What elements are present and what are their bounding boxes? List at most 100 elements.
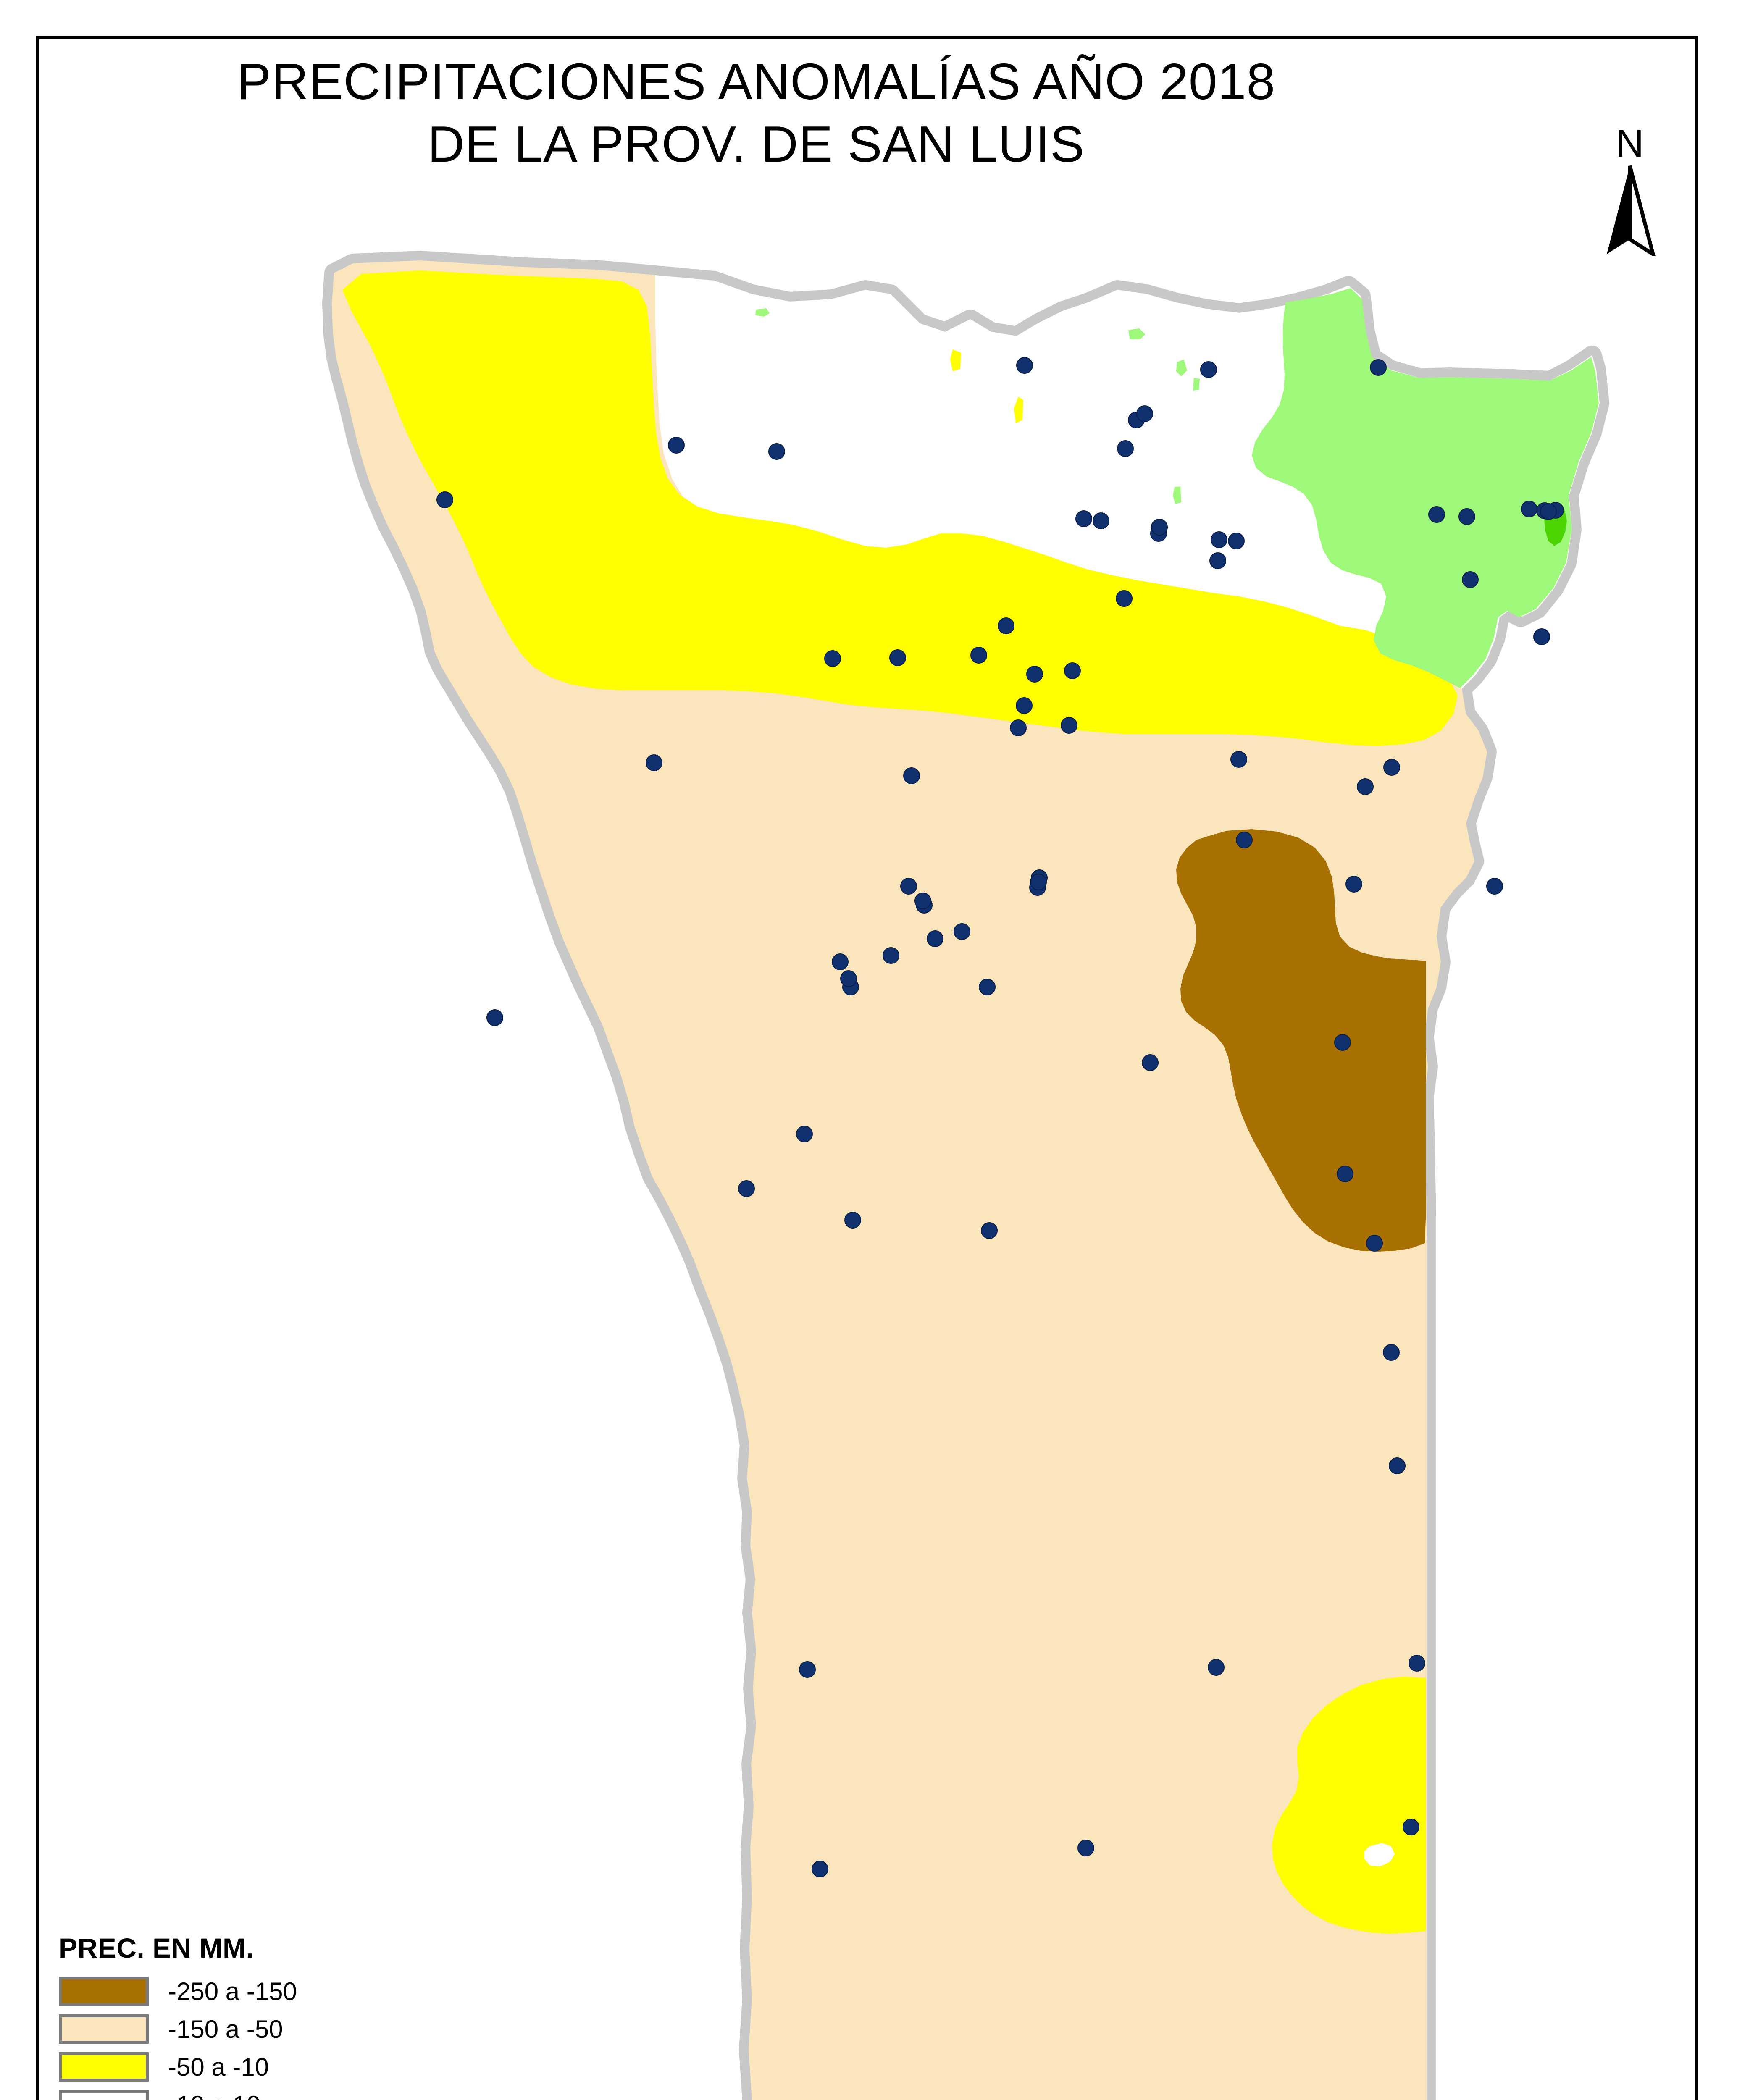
station-point xyxy=(1208,1659,1225,1676)
page-title: PRECIPITACIONES ANOMALÍAS AÑO 2018 DE LA… xyxy=(0,50,1512,176)
station-point xyxy=(998,617,1014,634)
station-point xyxy=(1486,878,1503,895)
legend-label: -250 a -150 xyxy=(168,1977,297,2006)
station-point xyxy=(1117,440,1134,457)
legend-row: -50 a -10 xyxy=(59,2050,584,2084)
station-point xyxy=(914,892,931,909)
station-point xyxy=(796,1126,813,1142)
station-point xyxy=(903,767,920,784)
class-region--50-a--10-sliver-b xyxy=(1014,397,1023,423)
legend-swatch xyxy=(59,1977,149,2006)
station-point xyxy=(1428,506,1445,523)
class-region-10-a-50-patch-e xyxy=(755,308,770,317)
station-point xyxy=(883,947,899,964)
station-point xyxy=(1389,1457,1406,1474)
station-point xyxy=(1337,1166,1353,1182)
station-point xyxy=(954,923,970,940)
station-point xyxy=(1200,361,1217,378)
station-point xyxy=(832,953,849,970)
station-point xyxy=(812,1861,828,1877)
legend-row: -250 a -150 xyxy=(59,1974,584,2008)
station-point xyxy=(1357,778,1374,795)
station-point xyxy=(1366,1235,1383,1252)
station-point xyxy=(768,443,785,460)
station-point xyxy=(436,491,453,508)
class-region-10-a-50-patch-c xyxy=(1193,378,1200,391)
class-region--50-a--10-sliver-a xyxy=(950,349,961,371)
station-point xyxy=(1458,508,1475,525)
station-point xyxy=(1151,519,1168,536)
north-arrow-icon xyxy=(1607,165,1656,256)
station-point xyxy=(1403,1819,1419,1835)
station-point xyxy=(1540,503,1557,520)
title-line-2: DE LA PROV. DE SAN LUIS xyxy=(427,115,1085,173)
class-region--250-a--150 xyxy=(1176,829,1426,1252)
station-point xyxy=(981,1222,998,1239)
legend-label: -50 a -10 xyxy=(168,2053,269,2081)
class-region--50-a--10-south xyxy=(1272,1677,1426,1934)
station-point xyxy=(1462,571,1479,588)
legend-swatch xyxy=(59,2014,149,2044)
station-point xyxy=(824,650,841,667)
station-point xyxy=(979,979,996,995)
station-point xyxy=(486,1009,503,1026)
station-point xyxy=(1026,666,1043,682)
station-point xyxy=(1521,501,1537,517)
station-point xyxy=(889,649,906,666)
station-point xyxy=(1064,662,1081,679)
station-point xyxy=(1409,1655,1425,1672)
station-point xyxy=(1010,719,1027,736)
legend-row: -150 a -50 xyxy=(59,2012,584,2046)
station-point xyxy=(1077,1840,1094,1856)
class-region-10-a-50-patch-a xyxy=(1128,328,1145,339)
north-arrow: N xyxy=(1567,122,1693,256)
station-points-layer xyxy=(436,357,1564,1877)
station-point xyxy=(1075,510,1092,527)
legend-label: -10 a 10 xyxy=(168,2090,260,2100)
station-point xyxy=(840,970,857,987)
station-point xyxy=(1061,717,1077,734)
station-point xyxy=(1030,874,1047,890)
legend-label: -150 a -50 xyxy=(168,2015,283,2043)
station-point xyxy=(799,1661,816,1678)
station-point xyxy=(668,437,685,454)
station-point xyxy=(1370,359,1387,376)
station-point xyxy=(844,1212,861,1228)
station-point xyxy=(1533,628,1550,645)
station-point xyxy=(1230,751,1247,768)
legend-class-rows: -250 a -150-150 a -50-50 a -10-10 a 1010… xyxy=(59,1974,584,2100)
station-point xyxy=(1016,357,1033,374)
station-point xyxy=(1345,876,1362,892)
class-region-10-a-50-northeast xyxy=(1252,288,1599,688)
station-point xyxy=(1211,531,1227,548)
station-point xyxy=(1136,405,1153,422)
station-point xyxy=(1093,512,1109,529)
station-point xyxy=(1142,1054,1159,1071)
station-point xyxy=(1236,832,1253,848)
class-region-10-a-50-patch-b xyxy=(1176,360,1187,376)
station-point xyxy=(738,1180,755,1197)
station-point xyxy=(1383,759,1400,776)
legend-row: -10 a 10 xyxy=(59,2087,584,2100)
station-point xyxy=(900,878,917,895)
station-point xyxy=(1116,590,1133,607)
station-point xyxy=(1016,697,1033,714)
legend-swatch xyxy=(59,2052,149,2082)
north-arrow-label: N xyxy=(1616,122,1644,165)
station-point xyxy=(927,930,943,947)
station-point xyxy=(970,647,987,664)
class-region-10-a-50-patch-d xyxy=(1173,486,1181,504)
class-region--10-a-10-hole-south xyxy=(1364,1843,1395,1866)
title-line-1: PRECIPITACIONES ANOMALÍAS AÑO 2018 xyxy=(237,53,1276,110)
station-point xyxy=(646,754,662,771)
legend: PREC. EN MM. -250 a -150 -150 a -50 -50 a … xyxy=(59,1932,584,2100)
station-point xyxy=(1383,1344,1400,1361)
legend-title: PREC. EN MM. xyxy=(59,1932,254,1964)
station-point xyxy=(1209,552,1226,569)
station-point xyxy=(1228,533,1245,549)
class-region--50-a--10-northwest xyxy=(342,270,1458,746)
station-point xyxy=(1334,1034,1351,1051)
legend-swatch xyxy=(59,2090,149,2100)
